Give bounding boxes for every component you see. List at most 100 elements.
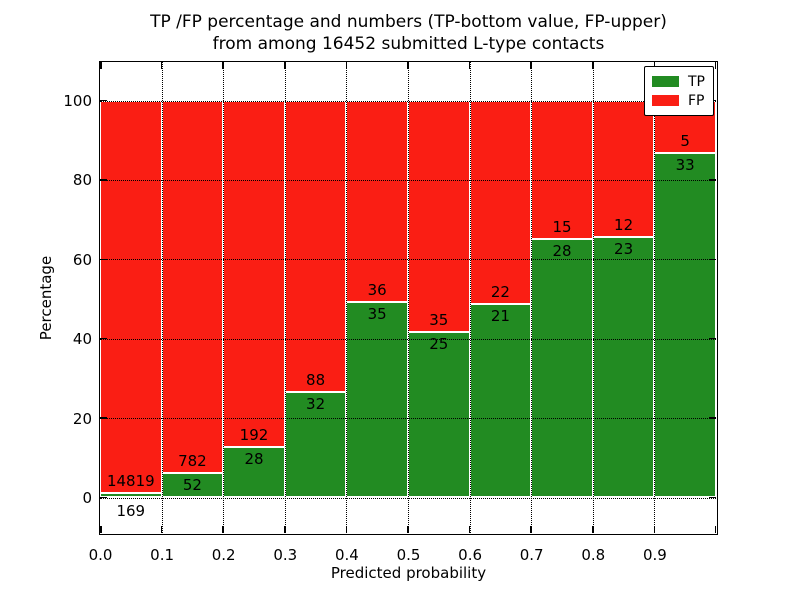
horizontal-gridline <box>100 100 716 102</box>
y-tickmark <box>709 179 716 181</box>
bar-segment-fp <box>100 100 162 494</box>
x-tickmark <box>592 526 594 533</box>
x-tickmark <box>407 526 409 533</box>
bar-segment-fp <box>161 100 224 473</box>
x-tickmark <box>345 62 348 69</box>
y-tick-label: 20 <box>72 409 92 428</box>
chart-title-line1: TP /FP percentage and numbers (TP-bottom… <box>150 12 667 32</box>
x-tickmark <box>222 526 224 533</box>
bar-segment-tp <box>531 238 593 498</box>
vertical-gridline <box>346 62 348 533</box>
fp-count-label: 14819 <box>106 472 155 491</box>
x-tick-label: 0.1 <box>150 546 175 564</box>
tp-count-label: 21 <box>490 306 510 325</box>
vertical-gridline <box>654 62 656 533</box>
y-tick-label: 100 <box>63 92 92 110</box>
tp-count-label: 28 <box>552 241 572 260</box>
x-tickmark <box>160 526 163 533</box>
tp-count-label: 23 <box>614 239 634 258</box>
x-tick-label: 0.2 <box>211 546 236 564</box>
y-tickmark <box>709 337 716 340</box>
x-tick-label: 0.0 <box>88 546 113 564</box>
fp-count-label: 36 <box>367 280 387 299</box>
x-tickmark <box>100 526 102 533</box>
x-tick-label: 0.3 <box>273 546 298 564</box>
x-tickmark <box>714 526 716 533</box>
y-tickmark <box>100 179 107 181</box>
tp-count-label: 33 <box>675 155 695 174</box>
y-tick-label: 0 <box>82 489 92 507</box>
fp-count-label: 782 <box>178 451 207 470</box>
tp-count-label: 35 <box>367 304 387 323</box>
x-tickmark <box>160 62 163 69</box>
x-axis-label: Predicted probability <box>330 564 487 582</box>
x-tickmark <box>407 62 409 69</box>
x-tickmark <box>714 62 716 69</box>
fp-count-label: 192 <box>239 425 269 444</box>
tp-count-label: 52 <box>182 475 202 494</box>
bar-segment-fp <box>469 100 532 304</box>
legend-entry-fp: FP <box>652 91 707 110</box>
legend-entry-tp: TP <box>652 72 707 91</box>
y-tickmark <box>100 99 107 102</box>
y-tick-label: 60 <box>72 250 92 269</box>
x-tickmark <box>530 526 532 533</box>
x-tickmark <box>100 62 102 69</box>
vertical-gridline <box>223 62 225 533</box>
bar-segment-tp <box>161 472 224 498</box>
x-tick-label: 0.8 <box>581 546 606 564</box>
fp-count-label: 15 <box>552 217 572 236</box>
x-tick-label: 0.6 <box>458 546 483 564</box>
bar-segment-tp <box>408 332 470 498</box>
vertical-gridline <box>161 62 163 533</box>
vertical-gridline <box>408 62 409 533</box>
y-tick-label: 80 <box>72 171 92 190</box>
y-tickmark <box>100 337 107 340</box>
tp-count-label: 169 <box>116 501 146 520</box>
chart-title: TP /FP percentage and numbers (TP-bottom… <box>99 11 718 55</box>
vertical-gridline <box>531 62 533 533</box>
y-tick-label: 40 <box>72 330 92 349</box>
y-tickmark <box>709 258 716 261</box>
x-tick-label: 0.5 <box>396 546 421 564</box>
vertical-gridline <box>592 62 594 533</box>
x-tickmark <box>468 526 471 533</box>
y-tickmark <box>709 417 716 419</box>
bar-segment-tp <box>469 303 532 498</box>
y-tickmark <box>100 258 107 261</box>
x-tick-label: 0.9 <box>642 546 667 564</box>
horizontal-gridline <box>100 179 716 181</box>
x-tickmark <box>284 526 286 533</box>
bar-segment-tp <box>100 493 162 498</box>
x-tickmark <box>592 62 594 69</box>
x-tickmark <box>653 62 656 69</box>
tp-count-label: 28 <box>244 449 264 468</box>
horizontal-gridline <box>100 418 716 420</box>
fp-count-label: 35 <box>429 311 449 330</box>
x-tickmark <box>345 526 348 533</box>
fp-count-label: 12 <box>614 215 634 234</box>
horizontal-gridline <box>100 259 716 261</box>
bar-segment-tp <box>284 391 347 498</box>
bar-segment-fp <box>531 100 593 239</box>
fp-count-label: 22 <box>490 282 510 301</box>
tp-count-label: 25 <box>429 335 449 354</box>
fp-count-label: 88 <box>306 370 326 389</box>
vertical-gridline <box>469 62 471 533</box>
fp-count-label: 5 <box>680 131 690 150</box>
x-tickmark <box>222 62 224 69</box>
y-tickmark <box>100 496 107 499</box>
tp-swatch-icon <box>652 76 679 87</box>
x-tickmark <box>653 526 656 533</box>
legend-label-tp: TP <box>688 73 705 90</box>
bar-segment-tp <box>592 236 655 498</box>
tp-count-label: 32 <box>306 394 326 413</box>
bar-segment-fp <box>346 100 408 302</box>
x-tick-label: 0.7 <box>519 546 544 564</box>
x-tick-label: 0.4 <box>334 546 359 564</box>
vertical-gridline <box>284 62 286 533</box>
bar-segment-fp <box>284 100 347 392</box>
horizontal-gridline <box>100 338 716 340</box>
bar-segment-fp <box>223 100 285 447</box>
